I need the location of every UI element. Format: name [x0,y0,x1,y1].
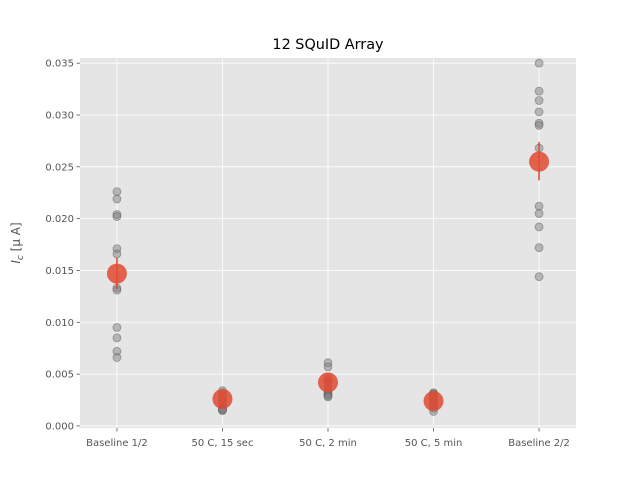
y-axis-label-unit: [μ A] [9,222,23,255]
x-tick-label: Baseline 2/2 [508,438,570,449]
x-tick-label: Baseline 1/2 [86,438,148,449]
y-tick-label: 0.015 [45,266,74,277]
data-point [112,194,122,204]
y-axis-label: Ic [μ A] [9,222,26,263]
data-point [112,353,122,362]
y-tick-label: 0.035 [45,59,74,70]
y-tick-label: 0.010 [45,318,74,329]
data-point [534,86,544,96]
data-point [534,120,544,130]
y-tick-label: 0.000 [45,421,74,432]
data-point [534,96,544,105]
y-tick-label: 0.030 [45,111,74,122]
mean-marker [318,372,338,393]
data-point [112,212,122,221]
data-point [534,201,544,211]
data-point [534,58,544,68]
data-point [112,323,122,332]
mean-marker [423,391,444,412]
mean-marker [212,388,233,409]
data-point [323,392,333,402]
data-point [534,222,544,232]
data-point [112,187,122,197]
data-point [323,362,333,372]
y-axis-label-sub: c [16,255,26,260]
y-tick-label: 0.005 [45,370,74,381]
mean-marker [529,151,550,172]
mean-marker [106,263,127,284]
data-point [112,333,122,343]
data-point [112,249,122,259]
y-axis-label-main: I [9,260,23,264]
data-point [534,107,544,117]
x-tick-labels: Baseline 1/2 50 C, 15 sec 50 C, 2 min 50 C,… [86,428,570,449]
y-tick-label: 0.025 [45,162,74,173]
x-tick-label: 50 C, 5 min [405,438,463,449]
x-tick-label: 50 C, 15 sec [191,438,253,449]
chart-title: 12 SQuID Array [272,37,384,53]
data-point [534,209,544,218]
mean-layer [106,141,550,412]
data-point [534,272,544,282]
y-tick-label: 0.020 [45,214,74,225]
x-tick-label: 50 C, 2 min [299,438,357,449]
y-tick-labels: 0.000 0.005 0.010 0.015 0.020 0.025 0.030 0.035 [45,59,80,432]
data-point [534,243,544,253]
